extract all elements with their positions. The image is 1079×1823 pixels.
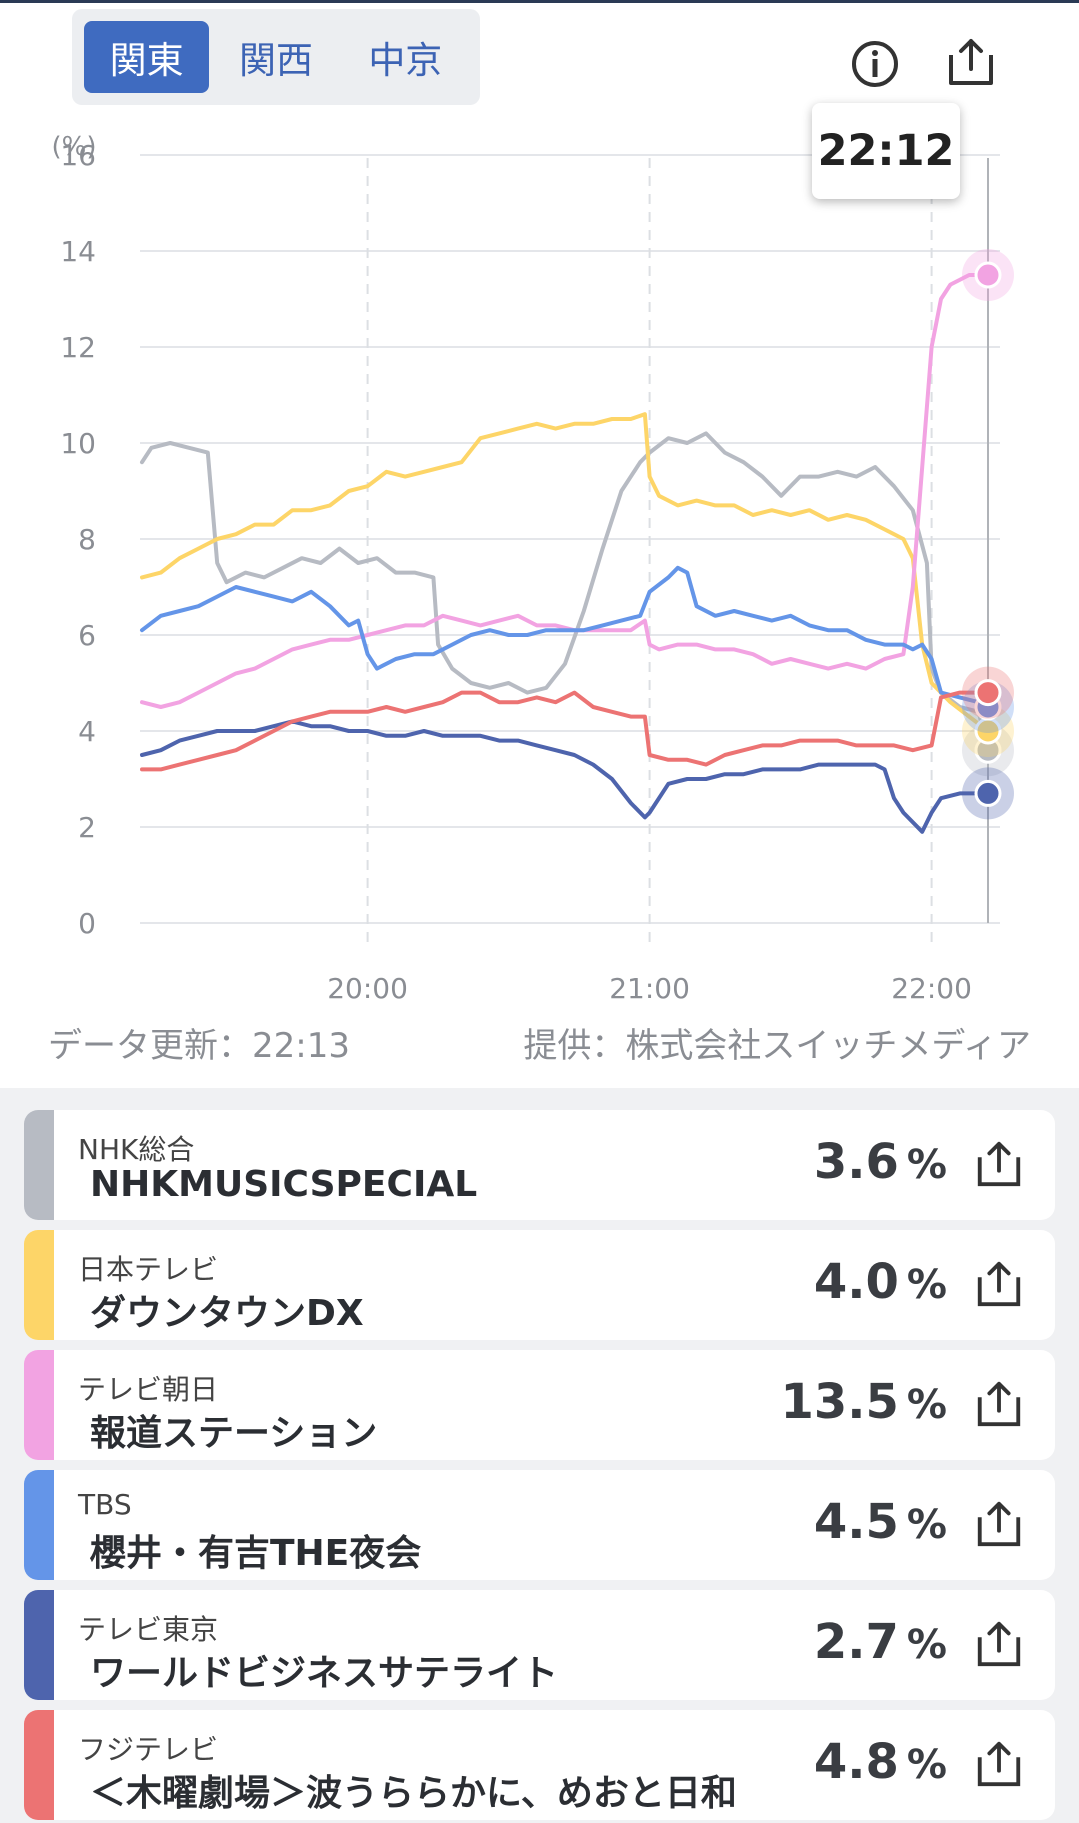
series-marker (974, 679, 1002, 707)
tab-kanto[interactable]: 関東 (84, 21, 210, 93)
y-tick-label: 8 (78, 523, 96, 556)
chart-panel: 関東 関西 中京 0 2 4 6 8 10 12 14 16 (%) 20:00 21:00 22:00… (0, 3, 1079, 1088)
tab-kansai[interactable]: 関西 (238, 39, 313, 82)
x-tick-label: 22:00 (891, 972, 972, 1003)
rating-number: 2.7 (813, 1614, 899, 1670)
y-tick-label: 2 (78, 811, 96, 844)
rating-number: 3.6 (813, 1134, 899, 1190)
program-title: NHKMUSICSPECIAL (90, 1164, 478, 1205)
region-tabs: 関東 関西 中京 (72, 9, 480, 105)
program-title: 櫻井・有吉THE夜会 (90, 1533, 422, 1574)
share-icon (977, 1381, 1021, 1427)
rating-value: 3.6% (814, 1134, 947, 1190)
series-line (140, 273, 990, 709)
channel-color-bar (24, 1230, 54, 1340)
program-title: ワールドビジネスサテライト (90, 1653, 559, 1694)
time-tooltip: 22:12 (812, 103, 960, 199)
channel-name: NHK総合 (78, 1133, 195, 1166)
program-list: NHK総合 NHKMUSICSPECIAL 3.6% 日本テレビ ダウンタウンD… (24, 1110, 1055, 1823)
share-button[interactable] (973, 1138, 1025, 1190)
rating-unit: % (906, 1262, 947, 1308)
series-line (140, 690, 990, 772)
program-title: ダウンタウンDX (90, 1293, 364, 1334)
data-provider: 提供：株式会社スイッチメディア (523, 1026, 1031, 1066)
share-icon (977, 1741, 1021, 1787)
tab-chukyo[interactable]: 中京 (368, 39, 443, 82)
share-icon (949, 39, 993, 85)
channel-color-bar (24, 1350, 54, 1460)
share-chart-button[interactable] (940, 31, 1002, 93)
series-line (140, 412, 990, 733)
y-tick-label: 12 (60, 331, 96, 364)
rating-number: 13.5 (780, 1374, 899, 1430)
series-line (140, 565, 990, 709)
channel-name: TBS (78, 1488, 132, 1521)
share-button[interactable] (973, 1498, 1025, 1550)
channel-color-bar (24, 1110, 54, 1220)
channel-name: 日本テレビ (78, 1253, 219, 1286)
series-line (140, 431, 990, 753)
rating-unit: % (906, 1502, 947, 1548)
channel-color-bar (24, 1710, 54, 1820)
rating-value: 2.7% (814, 1614, 947, 1670)
series-line (140, 719, 990, 834)
y-axis-label: (%) (52, 132, 97, 162)
y-tick-label: 16 (60, 139, 96, 172)
x-tick-label: 20:00 (327, 972, 408, 1003)
y-tick-label: 4 (78, 715, 96, 748)
rating-number: 4.0 (813, 1254, 899, 1310)
y-tick-label: 10 (60, 427, 96, 460)
update-time: データ更新：22:13 (48, 1026, 350, 1066)
y-tick-label: 0 (78, 907, 96, 940)
share-button[interactable] (973, 1258, 1025, 1310)
share-icon (977, 1621, 1021, 1667)
y-tick-label: 14 (60, 235, 96, 268)
rating-value: 4.5% (814, 1494, 947, 1550)
program-title: 報道ステーション (90, 1413, 378, 1454)
rating-line-chart[interactable]: 0 2 4 6 8 10 12 14 16(%) 20:00 21:00 22:00 (0, 3, 1079, 1003)
rating-unit: % (906, 1622, 947, 1668)
channel-name: フジテレビ (78, 1733, 219, 1766)
rating-value: 4.0% (814, 1254, 947, 1310)
rating-unit: % (906, 1382, 947, 1428)
series-marker (974, 779, 1002, 807)
program-row-nhk[interactable]: NHK総合 NHKMUSICSPECIAL 3.6% (24, 1110, 1055, 1220)
program-row-ntv[interactable]: 日本テレビ ダウンタウンDX 4.0% (24, 1230, 1055, 1340)
rating-value: 4.8% (814, 1734, 947, 1790)
program-row-tbs[interactable]: TBS 櫻井・有吉THE夜会 4.5% (24, 1470, 1055, 1580)
share-button[interactable] (973, 1618, 1025, 1670)
rating-value: 13.5% (780, 1374, 947, 1430)
top-strip (0, 0, 1079, 3)
channel-color-bar (24, 1470, 54, 1580)
rating-number: 4.8 (813, 1734, 899, 1790)
channel-color-bar (24, 1590, 54, 1700)
x-tick-label: 21:00 (609, 972, 690, 1003)
program-row-fuji[interactable]: フジテレビ ＜木曜劇場＞波うららかに、めおと日和 4.8% (24, 1710, 1055, 1820)
program-title: ＜木曜劇場＞波うららかに、めおと日和 (90, 1773, 737, 1814)
info-button[interactable] (844, 33, 906, 95)
series-marker (974, 261, 1002, 289)
program-row-tv-tokyo[interactable]: テレビ東京 ワールドビジネスサテライト 2.7% (24, 1590, 1055, 1700)
rating-unit: % (906, 1742, 947, 1788)
share-button[interactable] (973, 1378, 1025, 1430)
rating-number: 4.5 (813, 1494, 899, 1550)
info-icon (852, 41, 898, 87)
y-tick-label: 6 (78, 619, 96, 652)
program-row-tv-asahi[interactable]: テレビ朝日 報道ステーション 13.5% (24, 1350, 1055, 1460)
share-icon (977, 1141, 1021, 1187)
rating-unit: % (906, 1142, 947, 1188)
channel-name: テレビ東京 (78, 1613, 219, 1646)
share-icon (977, 1501, 1021, 1547)
share-icon (977, 1261, 1021, 1307)
channel-name: テレビ朝日 (78, 1373, 219, 1406)
share-button[interactable] (973, 1738, 1025, 1790)
